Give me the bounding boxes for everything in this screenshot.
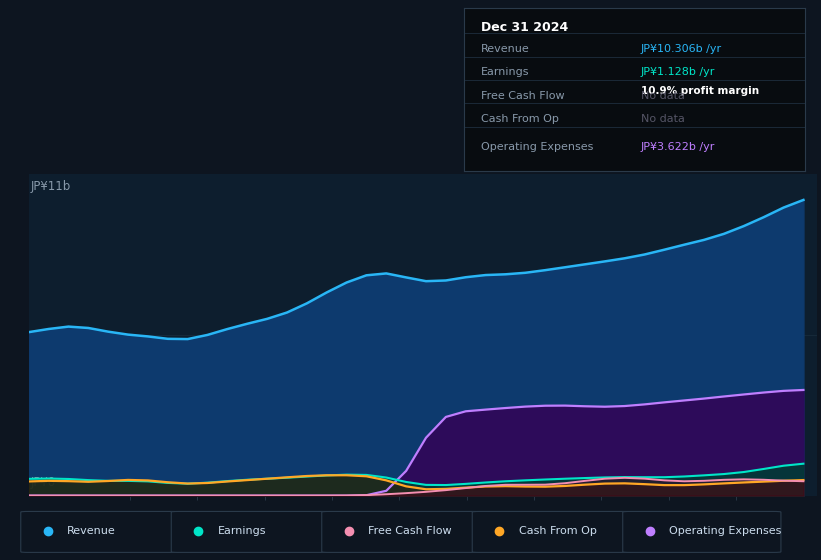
Text: Cash From Op: Cash From Op — [519, 526, 596, 535]
FancyBboxPatch shape — [21, 511, 179, 552]
Text: Revenue: Revenue — [481, 44, 530, 54]
Text: Free Cash Flow: Free Cash Flow — [481, 91, 565, 101]
FancyBboxPatch shape — [172, 511, 329, 552]
Text: JP¥3.622b /yr: JP¥3.622b /yr — [641, 142, 715, 152]
Text: 10.9% profit margin: 10.9% profit margin — [641, 86, 759, 96]
Text: Dec 31 2024: Dec 31 2024 — [481, 21, 568, 34]
Text: JP¥11b: JP¥11b — [31, 180, 71, 193]
Text: Earnings: Earnings — [481, 67, 530, 77]
Text: Free Cash Flow: Free Cash Flow — [368, 526, 452, 535]
Text: JP¥10.306b /yr: JP¥10.306b /yr — [641, 44, 722, 54]
Text: No data: No data — [641, 91, 685, 101]
Text: JP¥0: JP¥0 — [31, 476, 56, 489]
Text: JP¥1.128b /yr: JP¥1.128b /yr — [641, 67, 715, 77]
FancyBboxPatch shape — [322, 511, 480, 552]
FancyBboxPatch shape — [472, 511, 631, 552]
Text: Operating Expenses: Operating Expenses — [481, 142, 594, 152]
Text: Operating Expenses: Operating Expenses — [669, 526, 782, 535]
Text: Earnings: Earnings — [218, 526, 266, 535]
Text: Cash From Op: Cash From Op — [481, 114, 559, 124]
FancyBboxPatch shape — [623, 511, 781, 552]
Text: Revenue: Revenue — [67, 526, 116, 535]
Text: No data: No data — [641, 114, 685, 124]
